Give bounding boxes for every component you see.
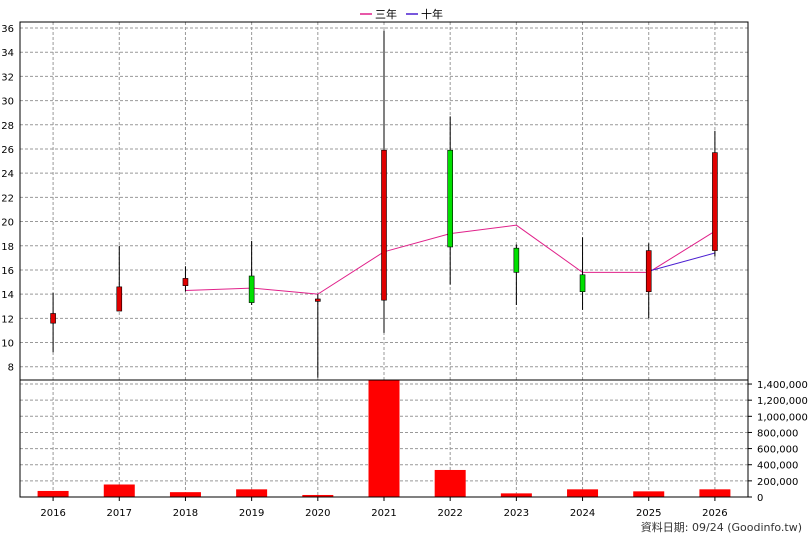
candle	[645, 243, 652, 319]
candle-body	[315, 298, 321, 302]
price-tick-label: 22	[1, 193, 14, 204]
chart-legend: 三年 十年	[360, 7, 443, 21]
volume-bar	[37, 490, 69, 497]
volume-bar	[434, 469, 466, 497]
volume-tick-label: 1,000,000	[757, 412, 808, 423]
volume-tick-label: 600,000	[757, 445, 798, 456]
candle-body	[116, 286, 123, 312]
x-tick-label: 2024	[570, 508, 595, 519]
candle-body	[50, 313, 56, 324]
candle-body	[712, 152, 718, 251]
legend-label: 十年	[421, 7, 443, 21]
candle-body	[447, 149, 453, 248]
volume-tick-label: 1,200,000	[757, 396, 808, 407]
x-tick-label: 2023	[504, 508, 529, 519]
volume-tick-label: 800,000	[757, 428, 798, 439]
x-tick-label: 2018	[173, 508, 198, 519]
price-tick-label: 10	[1, 339, 14, 350]
candle	[116, 245, 123, 312]
price-tick-label: 12	[1, 314, 14, 325]
x-tick-label: 2019	[239, 508, 264, 519]
volume-bar	[368, 380, 400, 497]
volume-tick-label: 0	[757, 493, 763, 504]
candle	[182, 266, 189, 292]
x-tick-label: 2021	[371, 508, 396, 519]
price-panel: 8 10 12 14 16 18 20 22 24 26 28 30 32 34 36	[1, 21, 749, 497]
candle	[447, 116, 453, 285]
candle	[315, 294, 321, 378]
price-tick-label: 28	[1, 121, 14, 132]
x-axis: 2016 2017 2018 2019 2020 2021 2022 2023 2024 2025…	[40, 497, 728, 519]
price-tick-label: 36	[1, 24, 14, 35]
volume-bar	[169, 492, 201, 497]
candle-body	[579, 274, 586, 293]
price-tick-label: 20	[1, 218, 14, 229]
price-tick-label: 34	[1, 48, 14, 59]
data-date-footer: 資料日期: 09/24 (Goodinfo.tw)	[640, 521, 802, 534]
x-tick-label: 2026	[702, 508, 727, 519]
price-tick-label: 32	[1, 72, 14, 83]
candle-body	[248, 275, 255, 303]
volume-tick-label: 200,000	[757, 477, 798, 488]
price-tick-label: 14	[1, 290, 14, 301]
candle-body	[182, 278, 189, 286]
candle	[248, 240, 255, 306]
volume-panel: 0 200,000 400,000 600,000 800,000 1,000,000 1,…	[19, 379, 808, 504]
volume-bar	[633, 491, 665, 497]
price-tick-label: 16	[1, 266, 14, 277]
volume-tick-label: 400,000	[757, 461, 798, 472]
volume-bar	[236, 489, 268, 497]
volume-bar	[567, 489, 599, 497]
candle-body	[645, 250, 652, 293]
candle	[579, 237, 586, 310]
volume-tick-label: 1,400,000	[757, 380, 808, 391]
x-tick-label: 2025	[636, 508, 661, 519]
legend-label: 三年	[375, 7, 397, 21]
x-tick-label: 2022	[437, 508, 462, 519]
price-tick-label: 26	[1, 145, 14, 156]
volume-bar	[302, 494, 334, 497]
x-tick-label: 2020	[305, 508, 330, 519]
price-tick-label: 30	[1, 97, 14, 108]
volume-bar	[500, 493, 532, 497]
candle-body	[381, 149, 387, 301]
price-tick-label: 8	[8, 363, 14, 374]
candle	[513, 244, 520, 306]
volume-bar	[103, 484, 135, 497]
candle-body	[513, 247, 520, 273]
price-tick-label: 24	[1, 169, 14, 180]
candle	[50, 292, 56, 353]
price-tick-label: 18	[1, 242, 14, 253]
x-tick-label: 2017	[107, 508, 132, 519]
candle	[712, 130, 718, 257]
x-tick-label: 2016	[40, 508, 65, 519]
candle	[381, 30, 387, 333]
series-line	[648, 252, 716, 272]
volume-bar	[699, 489, 731, 497]
